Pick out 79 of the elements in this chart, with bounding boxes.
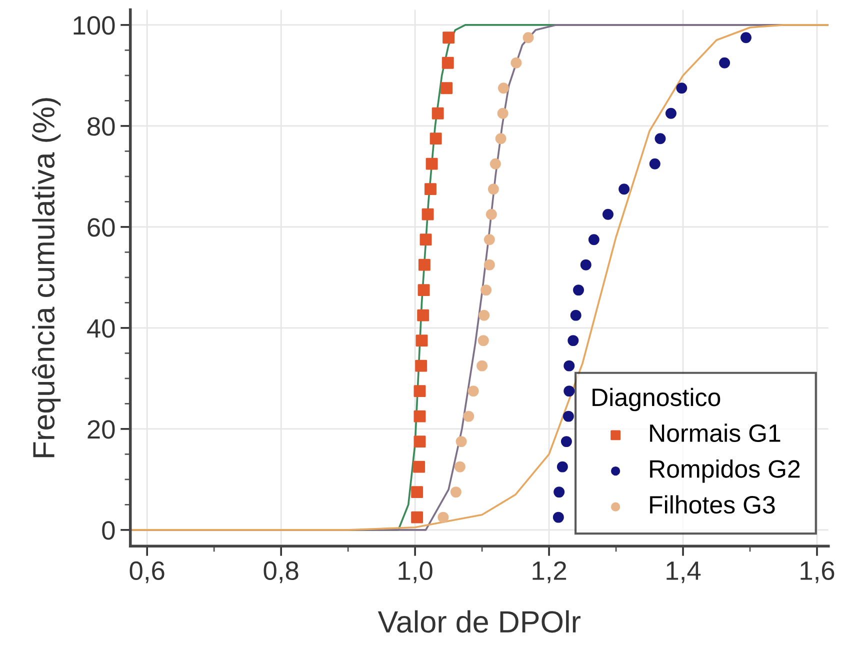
legend-label: Normais G1	[650, 424, 780, 442]
point	[719, 57, 730, 68]
x-tick-label: 1,2	[532, 561, 566, 584]
point	[413, 460, 426, 473]
point	[552, 512, 564, 523]
y-tick-label: 20	[88, 420, 115, 439]
point	[414, 385, 426, 398]
point	[602, 208, 614, 220]
point	[442, 32, 455, 44]
point	[740, 32, 752, 44]
x-tick-label: 1,6	[800, 561, 834, 584]
point	[484, 234, 495, 246]
point	[510, 57, 522, 68]
y-tick-label: 0	[102, 521, 115, 540]
point	[588, 234, 600, 246]
point	[414, 436, 426, 448]
point	[580, 259, 592, 270]
point	[416, 334, 428, 347]
point	[424, 183, 436, 196]
point	[415, 360, 428, 372]
point	[497, 108, 508, 119]
point	[665, 108, 676, 119]
point	[468, 386, 479, 397]
point	[618, 184, 630, 195]
point	[418, 258, 430, 271]
point	[438, 512, 449, 523]
point	[420, 234, 432, 246]
x-tick-label: 0,8	[264, 561, 298, 584]
x-axis-title: Valor de DPOlr	[378, 610, 580, 633]
x-tick-label: 1,4	[666, 562, 701, 584]
point	[432, 107, 444, 120]
point	[478, 335, 489, 346]
point	[422, 208, 434, 220]
point	[430, 132, 442, 145]
point	[476, 360, 488, 372]
x-tick-label: 1,0	[398, 561, 432, 584]
point	[418, 284, 430, 296]
x-tick-label: 0,6	[130, 561, 164, 584]
point	[560, 436, 572, 448]
point	[495, 133, 506, 144]
point	[490, 158, 501, 170]
point	[554, 486, 565, 498]
point	[568, 335, 579, 346]
point	[654, 133, 666, 144]
point	[573, 284, 584, 296]
point	[414, 410, 426, 422]
point	[498, 82, 509, 94]
y-tick-label: 100	[74, 16, 115, 35]
point	[564, 386, 575, 397]
point	[440, 82, 453, 94]
point	[426, 158, 438, 170]
legend-label: Filhotes G3	[650, 495, 775, 514]
point	[450, 486, 462, 498]
point	[454, 461, 466, 472]
point	[564, 360, 575, 372]
point	[456, 436, 467, 448]
point	[486, 208, 497, 220]
line-series	[130, 24, 828, 531]
point	[411, 511, 424, 524]
point	[488, 184, 499, 195]
legend-title: Diagnostico	[592, 388, 720, 412]
point	[562, 410, 574, 422]
point	[442, 56, 454, 69]
point	[417, 309, 430, 322]
point	[484, 259, 495, 270]
point	[480, 284, 492, 296]
legend-label: Rompidos G2	[650, 459, 800, 483]
point	[463, 410, 474, 422]
y-axis-title: Frequência cumulativa (%)	[32, 98, 61, 458]
point	[411, 486, 424, 498]
y-tick-label: 40	[87, 319, 115, 338]
point	[478, 310, 490, 321]
y-tick-label: 80	[88, 117, 115, 136]
point	[522, 32, 534, 44]
point	[649, 158, 660, 170]
point	[570, 310, 582, 321]
point	[556, 461, 568, 472]
point	[676, 82, 688, 94]
y-tick-label: 60	[88, 218, 115, 237]
